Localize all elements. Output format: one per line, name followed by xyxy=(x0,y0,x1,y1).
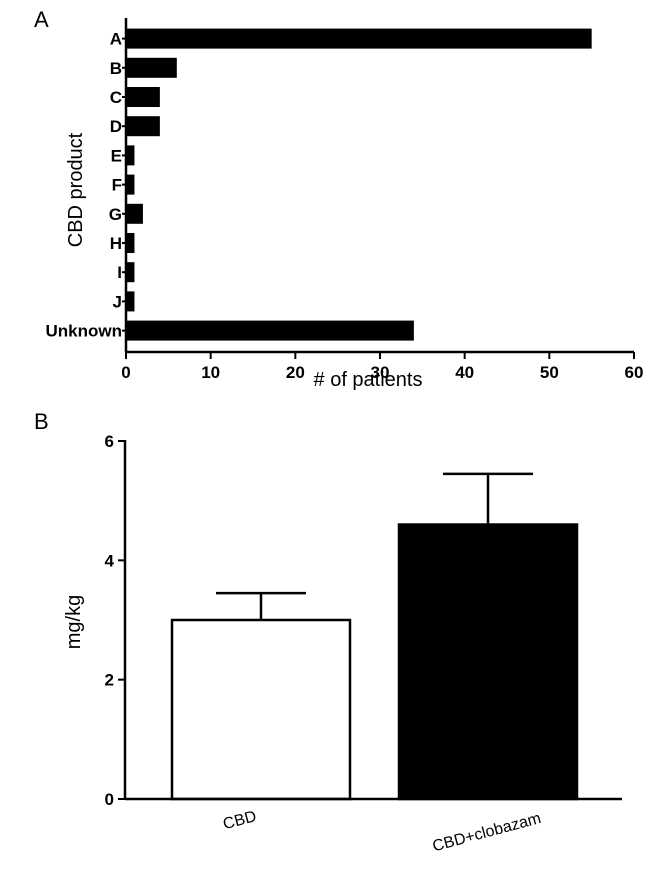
x-tick-label: 10 xyxy=(201,363,220,382)
category-label-a: A xyxy=(110,30,122,49)
panel-b-y-axis-title: mg/kg xyxy=(63,595,85,649)
panel-a-x-ticks: 0 10 20 30 40 50 60 xyxy=(121,352,643,382)
panel-b-category-labels: CBD CBD+clobazam xyxy=(221,808,543,855)
bar-j xyxy=(126,291,135,312)
panel-a-letter: A xyxy=(34,7,49,32)
bar-g xyxy=(126,203,143,224)
y-tick-label: 0 xyxy=(105,790,114,809)
bar-i xyxy=(126,262,135,283)
panel-a: A CBD product # of patients ABCDEFGHIJUn… xyxy=(34,7,643,391)
x-tick-label: 60 xyxy=(625,363,644,382)
panel-b: B mg/kg 0 2 4 6 CBD CBD+clobazam xyxy=(34,409,622,855)
y-tick-label: 2 xyxy=(105,671,114,690)
category-label-d: D xyxy=(110,117,122,136)
category-label-cbd: CBD xyxy=(221,808,258,833)
category-label-e: E xyxy=(111,146,122,165)
bar-b xyxy=(126,57,177,78)
panel-a-y-axis-title: CBD product xyxy=(65,132,87,247)
panel-a-x-axis-title: # of patients xyxy=(314,369,423,391)
category-label-h: H xyxy=(110,234,122,253)
bar-unknown xyxy=(126,320,414,341)
category-label-j: J xyxy=(113,292,122,311)
x-tick-label: 30 xyxy=(371,363,390,382)
category-label-i: I xyxy=(117,263,122,282)
category-label-cbd-clobazam: CBD+clobazam xyxy=(431,810,543,855)
y-tick-label: 6 xyxy=(105,432,114,451)
bar-a xyxy=(126,28,592,49)
category-label-c: C xyxy=(110,88,122,107)
category-label-b: B xyxy=(110,59,122,78)
panel-b-y-ticks: 0 2 4 6 xyxy=(105,432,125,809)
x-tick-label: 40 xyxy=(455,363,474,382)
panel-a-bars xyxy=(126,28,592,341)
panel-b-bars xyxy=(170,472,579,801)
y-tick-label: 4 xyxy=(105,551,115,570)
category-label-g: G xyxy=(109,205,122,224)
panel-b-letter: B xyxy=(34,409,49,434)
category-label-f: F xyxy=(112,176,122,195)
bar-c xyxy=(126,87,160,107)
bar-e xyxy=(126,145,135,166)
bar-cbd-clobazam xyxy=(397,523,579,801)
bar-h xyxy=(126,233,135,253)
x-tick-label: 0 xyxy=(121,363,130,382)
bar-d xyxy=(126,116,160,137)
x-tick-label: 50 xyxy=(540,363,559,382)
x-tick-label: 20 xyxy=(286,363,305,382)
category-label-unknown: Unknown xyxy=(46,322,123,341)
bar-f xyxy=(126,174,135,195)
bar-cbd xyxy=(170,618,352,801)
